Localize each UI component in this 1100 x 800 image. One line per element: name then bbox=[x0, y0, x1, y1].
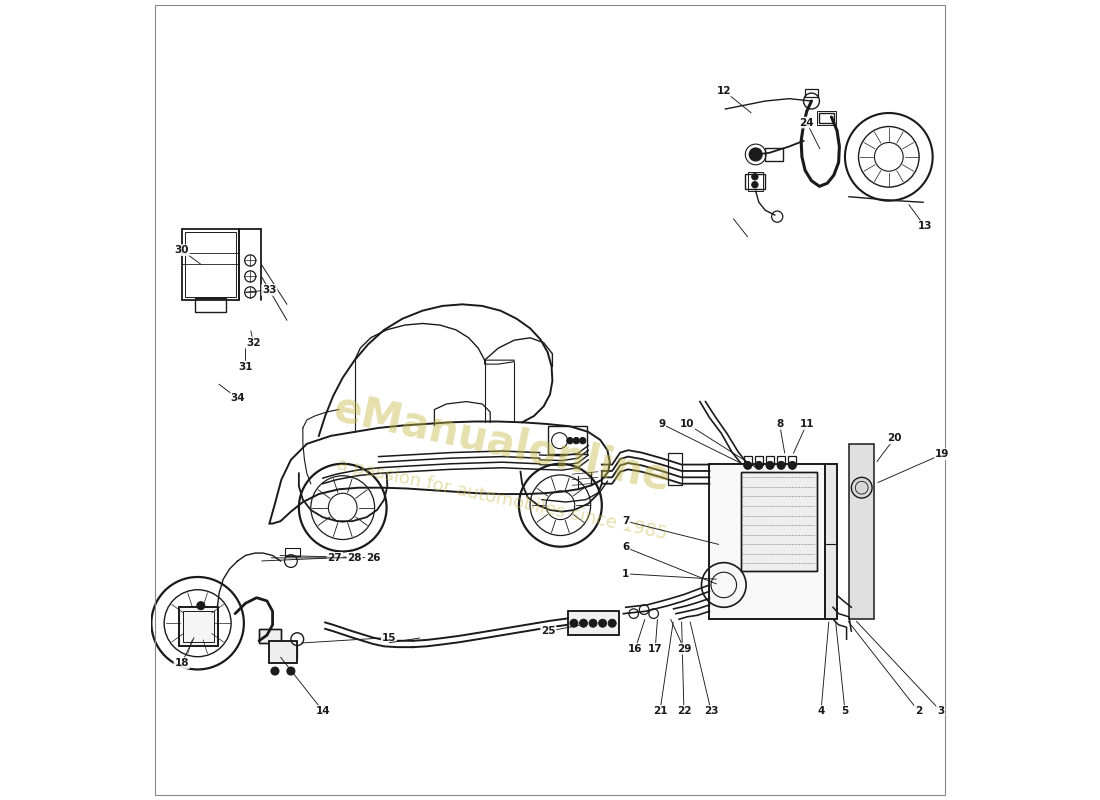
Bar bbox=[258, 629, 282, 643]
Circle shape bbox=[580, 438, 586, 444]
Bar bbox=[549, 426, 586, 454]
Bar bbox=[789, 456, 796, 466]
Text: 32: 32 bbox=[246, 338, 261, 347]
Circle shape bbox=[749, 148, 762, 161]
Bar bbox=[270, 641, 297, 663]
Circle shape bbox=[570, 619, 578, 627]
Bar bbox=[179, 607, 218, 646]
Circle shape bbox=[598, 619, 606, 627]
Text: 4: 4 bbox=[817, 706, 825, 716]
Circle shape bbox=[271, 667, 279, 675]
Text: 5: 5 bbox=[842, 706, 848, 716]
Circle shape bbox=[766, 462, 774, 470]
Bar bbox=[744, 456, 751, 466]
Text: 2: 2 bbox=[915, 706, 922, 716]
Bar bbox=[746, 174, 766, 189]
Text: 24: 24 bbox=[800, 118, 814, 127]
Bar bbox=[258, 629, 282, 643]
Circle shape bbox=[755, 462, 763, 470]
Text: 31: 31 bbox=[239, 362, 253, 371]
Text: 13: 13 bbox=[917, 222, 932, 231]
Text: 8: 8 bbox=[776, 419, 783, 429]
Text: 16: 16 bbox=[628, 644, 642, 654]
Bar bbox=[741, 472, 817, 571]
Bar bbox=[817, 110, 836, 125]
Text: 1: 1 bbox=[623, 569, 629, 578]
Bar bbox=[710, 464, 825, 619]
Bar bbox=[285, 548, 299, 556]
Text: 17: 17 bbox=[648, 644, 662, 654]
Bar bbox=[748, 172, 763, 191]
Text: 20: 20 bbox=[887, 434, 902, 443]
Text: 10: 10 bbox=[680, 419, 694, 429]
Text: 15: 15 bbox=[382, 633, 396, 642]
Text: 9: 9 bbox=[658, 419, 666, 429]
Bar bbox=[741, 472, 817, 571]
Bar bbox=[270, 641, 297, 663]
Text: 21: 21 bbox=[652, 706, 668, 716]
Text: 28: 28 bbox=[348, 553, 362, 563]
Text: 30: 30 bbox=[175, 245, 189, 255]
Text: 26: 26 bbox=[366, 553, 381, 563]
Text: 34: 34 bbox=[230, 394, 245, 403]
Bar bbox=[568, 611, 619, 635]
Text: 18: 18 bbox=[175, 658, 189, 668]
Text: 3: 3 bbox=[937, 706, 944, 716]
Circle shape bbox=[751, 174, 758, 180]
Text: 19: 19 bbox=[935, 450, 949, 459]
Circle shape bbox=[287, 667, 295, 675]
Text: eManualonline: eManualonline bbox=[330, 387, 674, 500]
Text: 33: 33 bbox=[262, 285, 276, 295]
Bar bbox=[849, 444, 875, 619]
Text: 22: 22 bbox=[676, 706, 691, 716]
Bar bbox=[820, 113, 834, 122]
Text: 23: 23 bbox=[704, 706, 718, 716]
Text: a passion for automobiles since 1985: a passion for automobiles since 1985 bbox=[336, 456, 669, 543]
Bar bbox=[755, 456, 763, 466]
Circle shape bbox=[789, 462, 796, 470]
Bar bbox=[185, 232, 235, 297]
Text: 27: 27 bbox=[328, 553, 342, 563]
Circle shape bbox=[590, 619, 597, 627]
Text: 14: 14 bbox=[316, 706, 330, 716]
Bar bbox=[195, 298, 226, 312]
Bar bbox=[778, 456, 785, 466]
Bar bbox=[766, 148, 783, 161]
Circle shape bbox=[197, 602, 205, 610]
Circle shape bbox=[566, 438, 573, 444]
Bar bbox=[805, 89, 818, 97]
Bar bbox=[182, 229, 239, 300]
Bar bbox=[184, 611, 213, 642]
Circle shape bbox=[751, 182, 758, 188]
Circle shape bbox=[580, 619, 587, 627]
Bar bbox=[766, 456, 774, 466]
Bar bbox=[668, 454, 682, 486]
Text: 25: 25 bbox=[541, 626, 556, 636]
Text: 12: 12 bbox=[716, 86, 732, 96]
Circle shape bbox=[608, 619, 616, 627]
Circle shape bbox=[744, 462, 751, 470]
Bar bbox=[825, 464, 837, 619]
Text: 29: 29 bbox=[676, 644, 691, 654]
Bar bbox=[825, 464, 837, 619]
Text: 7: 7 bbox=[621, 516, 629, 526]
Text: 6: 6 bbox=[623, 542, 629, 553]
Circle shape bbox=[573, 438, 580, 444]
Bar bbox=[179, 607, 218, 646]
Bar bbox=[568, 611, 619, 635]
Circle shape bbox=[851, 478, 872, 498]
Circle shape bbox=[778, 462, 785, 470]
Text: 11: 11 bbox=[800, 419, 814, 429]
